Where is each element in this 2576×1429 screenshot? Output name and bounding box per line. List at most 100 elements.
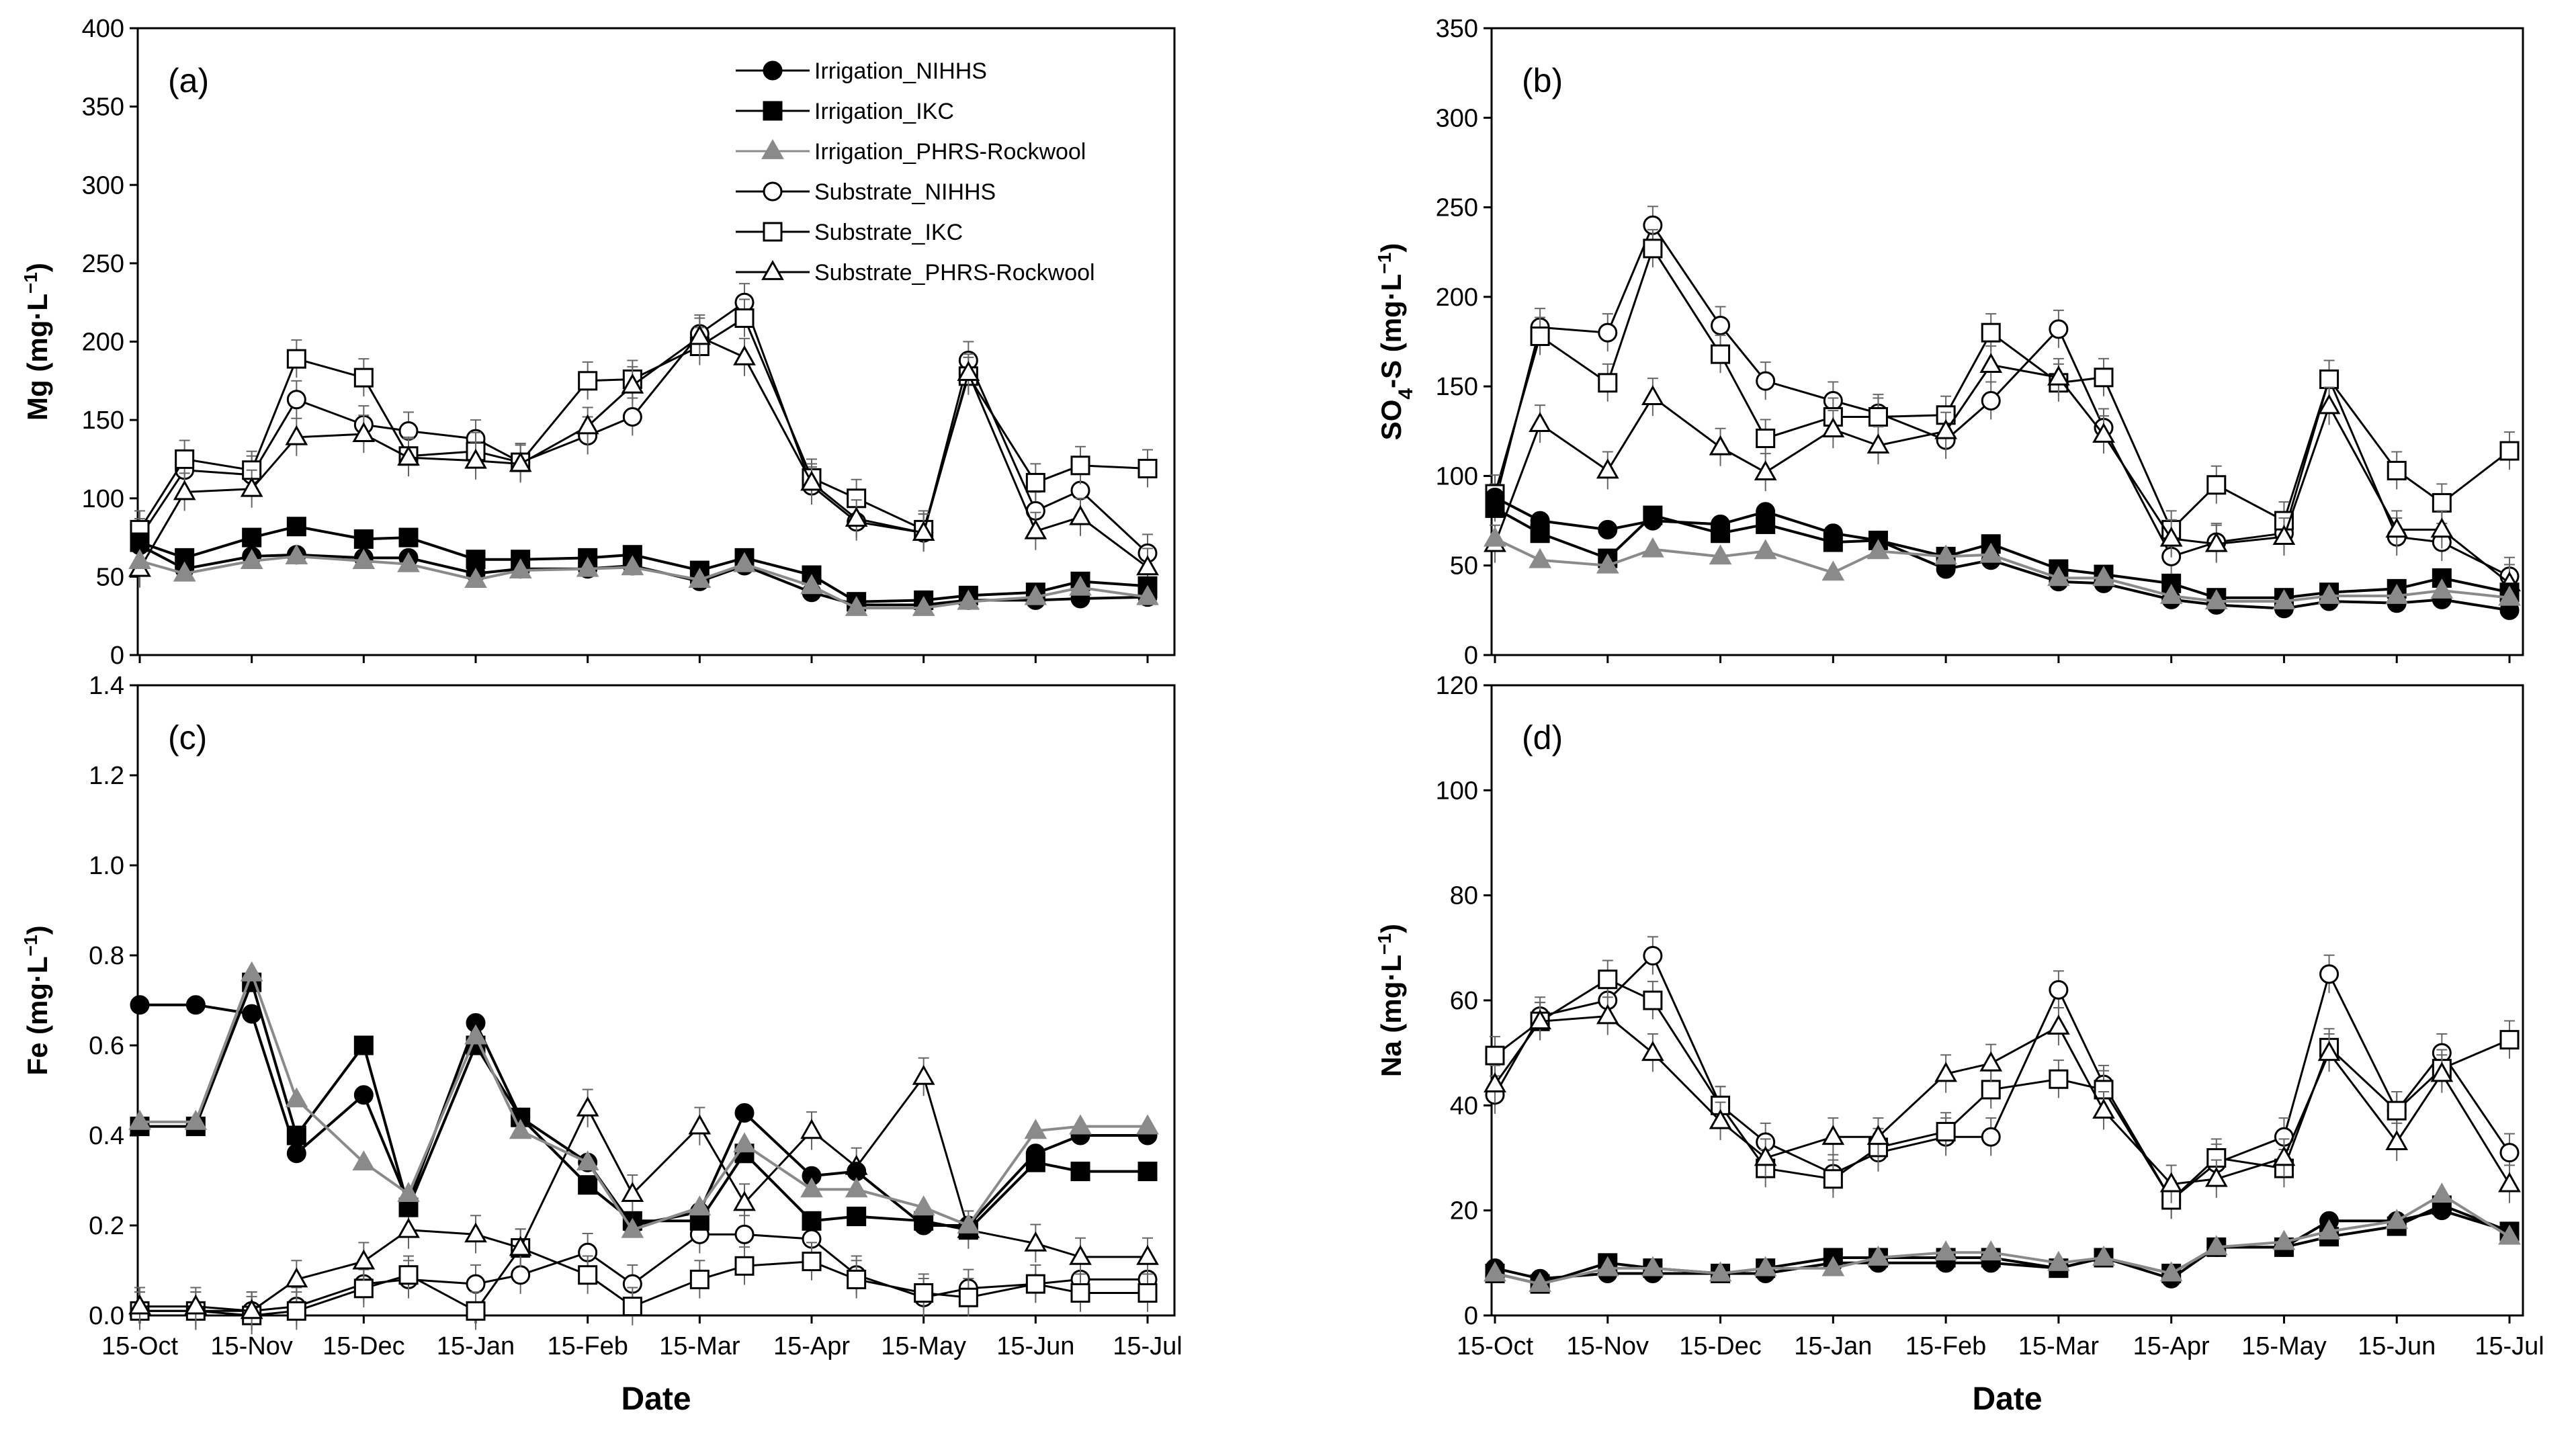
- data-point: [173, 480, 196, 501]
- data-point: [621, 1182, 644, 1202]
- data-point: [240, 1299, 263, 1319]
- data-point: [398, 527, 419, 548]
- x-tick-label: 15-Mar: [659, 1332, 740, 1360]
- data-point: [1754, 539, 1777, 560]
- panel-c: 0.0 0.2 0.4 0.6 0.8 1.0 1.2 1.4 15-Oct 15-Nov 15-D…: [20, 672, 1183, 1417]
- data-point: [353, 367, 374, 388]
- data-point: [242, 527, 262, 548]
- data-point: [2049, 1069, 2069, 1089]
- data-point: [1981, 322, 2001, 343]
- data-point: [1823, 1169, 1843, 1189]
- data-point: [847, 1269, 867, 1289]
- data-point: [397, 1217, 420, 1238]
- x-tick-label: 15-Oct: [101, 1332, 178, 1360]
- data-point: [353, 1035, 374, 1055]
- series-irrigation-nihhs: [1485, 1201, 2520, 1289]
- data-point: [2319, 369, 2339, 389]
- legend-marker: [763, 181, 783, 202]
- data-point: [1136, 1114, 1159, 1135]
- data-point: [733, 552, 756, 572]
- data-point: [1866, 1246, 1890, 1266]
- legend-label: Substrate_NIHHS: [814, 179, 996, 205]
- data-point: [2498, 1224, 2521, 1245]
- panel-label: (a): [168, 62, 209, 99]
- data-point: [688, 1114, 712, 1135]
- series-irrigation-ikc: [130, 972, 1158, 1240]
- data-point: [2317, 1041, 2341, 1062]
- y-tick-label: 400: [82, 15, 124, 43]
- data-point: [845, 507, 868, 527]
- data-point: [578, 1175, 598, 1195]
- data-point: [800, 470, 823, 491]
- data-point: [621, 373, 644, 394]
- y-tick-label: 120: [1436, 672, 1478, 700]
- series-irrigation-phrs-rockwool: [128, 544, 1159, 616]
- data-point: [2049, 319, 2069, 339]
- data-point: [2159, 1172, 2183, 1193]
- data-point: [576, 556, 599, 577]
- data-point: [353, 1085, 374, 1105]
- data-point: [1484, 1072, 1506, 1092]
- data-point: [1821, 417, 1845, 438]
- x-tick-label: 15-Mar: [2018, 1332, 2100, 1360]
- x-tick-label: 15-Apr: [773, 1332, 850, 1360]
- data-point: [1641, 1041, 1664, 1062]
- data-point: [958, 1287, 978, 1307]
- y-tick-label: 0.4: [89, 1122, 124, 1150]
- plot-frame: [1490, 27, 2524, 656]
- data-point: [845, 596, 868, 616]
- data-point: [578, 1265, 598, 1285]
- legend-label: Irrigation_PHRS-Rockwool: [814, 139, 1086, 165]
- data-point: [1596, 1004, 1619, 1025]
- data-point: [2319, 964, 2339, 984]
- y-tick-label: 100: [1436, 462, 1478, 490]
- data-point: [175, 449, 195, 469]
- data-point: [1024, 1231, 1047, 1252]
- data-point: [1821, 1125, 1845, 1145]
- data-point: [1530, 523, 1550, 544]
- data-point: [1069, 1244, 1092, 1265]
- y-tick-label: 150: [82, 406, 124, 435]
- data-point: [2092, 1246, 2115, 1266]
- data-point: [2204, 1235, 2228, 1256]
- x-tick-label: 15-Dec: [323, 1332, 405, 1360]
- y-tick-label: 0: [110, 642, 124, 670]
- data-point: [285, 1087, 308, 1108]
- data-point: [957, 589, 980, 610]
- data-point: [912, 1195, 935, 1216]
- data-point: [1529, 412, 1551, 433]
- legend-label: Substrate_PHRS-Rockwool: [814, 260, 1095, 286]
- legend-marker: [763, 60, 783, 81]
- data-point: [2317, 584, 2341, 604]
- data-point: [2159, 584, 2183, 604]
- data-point: [1756, 371, 1776, 391]
- data-point: [128, 549, 151, 569]
- data-point: [1981, 1127, 2001, 1147]
- data-point: [1485, 498, 1505, 518]
- data-point: [733, 1132, 756, 1153]
- y-axis-label: Fe (mg·L−1): [20, 925, 54, 1075]
- data-point: [688, 1195, 712, 1216]
- data-point: [2498, 1172, 2521, 1193]
- data-point: [353, 1279, 374, 1299]
- data-point: [1866, 1125, 1890, 1145]
- data-point: [1979, 353, 2003, 374]
- data-point: [2092, 423, 2115, 443]
- data-point: [576, 1150, 599, 1171]
- legend-marker: [761, 138, 784, 159]
- data-point: [912, 521, 935, 541]
- data-point: [398, 1265, 419, 1285]
- data-point: [576, 414, 599, 435]
- data-point: [2159, 526, 2183, 547]
- data-point: [1484, 1261, 1506, 1282]
- legend-label: Substrate_IKC: [814, 220, 963, 245]
- x-tick-label: 15-Jan: [1794, 1332, 1872, 1360]
- data-point: [240, 476, 263, 497]
- y-tick-label: 150: [1436, 373, 1478, 401]
- data-point: [845, 1177, 868, 1198]
- data-point: [1025, 1152, 1045, 1172]
- data-point: [2499, 1030, 2520, 1050]
- data-point: [1024, 519, 1047, 539]
- x-tick-label: 15-Jul: [2475, 1332, 2544, 1360]
- data-point: [2385, 1209, 2409, 1229]
